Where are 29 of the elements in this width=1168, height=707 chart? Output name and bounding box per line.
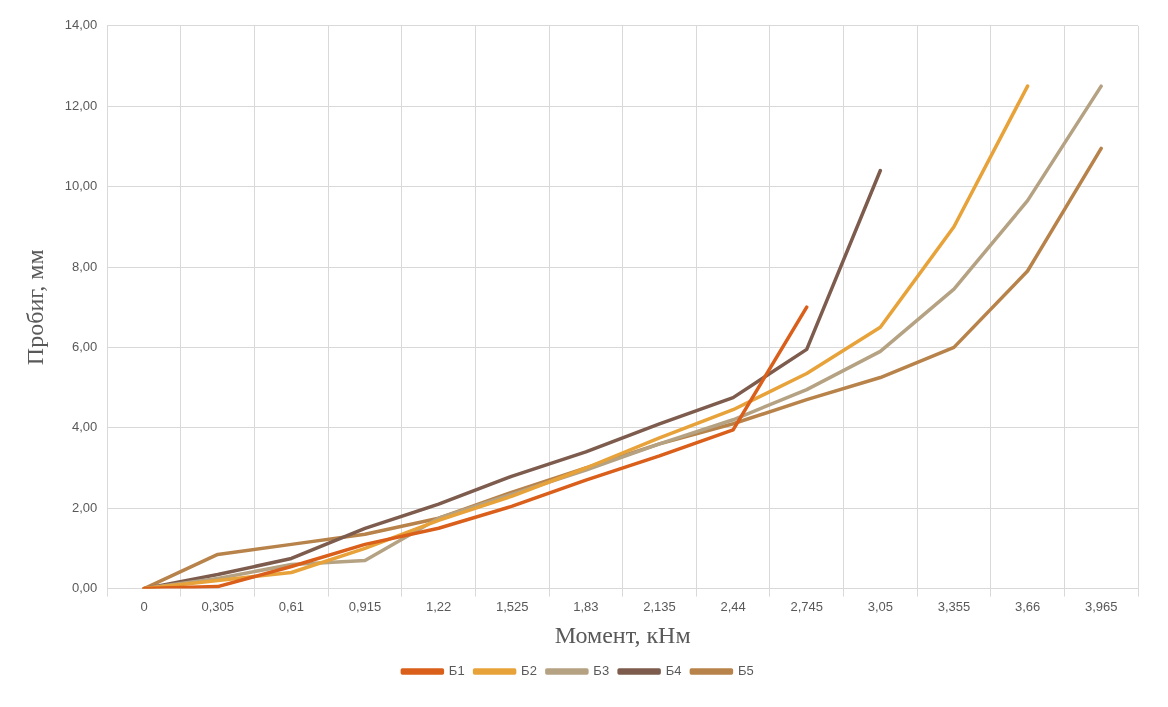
x-tick-label: 3,66 (1014, 598, 1041, 614)
x-tick-label: 1,525 (495, 598, 529, 614)
legend-label: Б3 (593, 663, 610, 679)
x-tick-label: 3,05 (867, 598, 893, 614)
x-tick-label: 0 (140, 598, 148, 614)
y-axis-title: Пробиг, мм (21, 249, 48, 366)
legend-label: Б5 (737, 663, 754, 679)
y-tick-label: 12,00 (64, 97, 98, 113)
legend-label: Б4 (665, 663, 682, 679)
y-tick-label: 14,00 (64, 17, 98, 33)
x-tick-label: 3,965 (1084, 598, 1118, 614)
legend-label: Б2 (521, 663, 537, 679)
x-tick-label: 0,915 (348, 598, 382, 614)
x-tick-label: 1,83 (573, 598, 599, 614)
x-axis-title: Момент, кНм (554, 621, 691, 648)
x-tick-label: 3,355 (937, 598, 971, 614)
x-tick-label: 1,22 (425, 598, 452, 614)
x-tick-label: 2,135 (643, 598, 676, 614)
x-tick-label: 0,61 (278, 598, 305, 614)
y-tick-label: 2,00 (72, 499, 98, 515)
y-tick-label: 4,00 (72, 419, 98, 435)
y-tick-label: 8,00 (72, 258, 98, 274)
y-tick-label: 6,00 (72, 338, 98, 354)
x-tick-label: 0,305 (201, 598, 235, 614)
y-tick-label: 10,00 (64, 178, 98, 194)
legend-label: Б1 (448, 663, 465, 679)
y-tick-label: 0,00 (72, 580, 98, 596)
x-tick-label: 2,745 (790, 598, 823, 614)
x-tick-label: 2,44 (720, 598, 746, 614)
